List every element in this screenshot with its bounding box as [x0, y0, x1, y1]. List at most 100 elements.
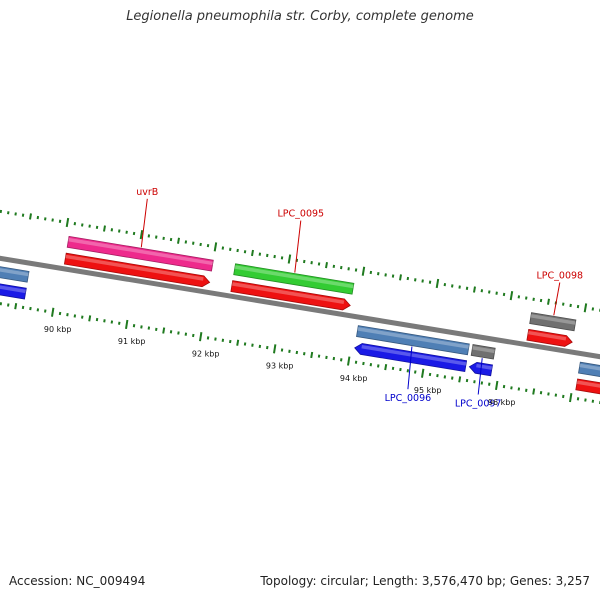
- feature-highlight: [0, 268, 29, 277]
- tick-mark: [525, 296, 528, 300]
- tick-mark: [29, 306, 32, 311]
- feature-track: [0, 235, 600, 397]
- tick-mark: [147, 326, 151, 330]
- tick-mark: [66, 313, 69, 317]
- gene-label-lpc_0097: LPC_0097: [455, 399, 502, 410]
- tick-mark: [303, 352, 306, 356]
- inner-cds-feature[interactable]: [63, 252, 211, 288]
- tick-mark: [525, 388, 528, 392]
- tick-mark: [213, 242, 218, 252]
- map-title: Legionella pneumophila str. Corby, compl…: [126, 9, 474, 24]
- tick-mark: [132, 231, 136, 236]
- gene-label-uvrb: uvrB: [136, 187, 158, 198]
- label-leader-line: [140, 198, 148, 248]
- lpc_0098-inner-gene-feature[interactable]: [529, 312, 577, 332]
- axis-tick-label: 90 kbp: [44, 325, 72, 334]
- outer-cds-feature[interactable]: [0, 275, 27, 300]
- tick-mark: [414, 370, 417, 374]
- tick-mark: [347, 267, 350, 271]
- tick-mark: [443, 375, 447, 379]
- tick-mark: [569, 393, 573, 403]
- tick-mark: [377, 364, 380, 368]
- tick-mark: [58, 311, 62, 316]
- tick-mark: [236, 339, 240, 346]
- tick-mark: [125, 319, 129, 330]
- tick-mark: [21, 305, 25, 310]
- tick-mark: [0, 302, 3, 306]
- tick-mark: [428, 280, 432, 284]
- tick-mark: [414, 278, 417, 282]
- tick-mark: [251, 249, 254, 257]
- uvrb-inner-gene-feature[interactable]: [66, 235, 214, 272]
- tick-mark: [354, 268, 358, 272]
- tick-mark: [435, 278, 440, 289]
- tick-mark: [361, 266, 366, 276]
- feature-highlight: [65, 254, 204, 281]
- tick-mark: [569, 303, 572, 308]
- tick-mark: [369, 270, 373, 275]
- tick-mark: [458, 285, 461, 289]
- tick-mark: [325, 355, 328, 360]
- tick-mark: [155, 235, 158, 239]
- tick-mark: [14, 212, 17, 216]
- tick-mark: [591, 399, 595, 403]
- tick-mark: [103, 319, 106, 323]
- tick-mark: [539, 298, 543, 303]
- tick-mark: [110, 320, 114, 324]
- tick-mark: [591, 307, 595, 311]
- tick-mark: [502, 292, 506, 297]
- tick-mark: [406, 369, 410, 373]
- tick-mark: [169, 237, 173, 242]
- tick-mark: [340, 265, 343, 270]
- tick-mark: [81, 315, 84, 319]
- tick-mark: [51, 307, 55, 317]
- tick-mark: [495, 380, 499, 391]
- inner-cds-feature[interactable]: [230, 280, 351, 311]
- label-leader-line: [553, 282, 561, 316]
- gene-labels: uvrB LPC_0095 LPC_0096 LPC_0097 LPC_0098: [136, 187, 583, 410]
- tick-mark: [95, 225, 99, 229]
- feature-highlight: [530, 314, 576, 325]
- gene-label-lpc_0098: LPC_0098: [537, 271, 584, 282]
- axis-tick-label: 95 kbp: [414, 386, 442, 395]
- lpc_0096-outer-gene-feature[interactable]: [356, 325, 470, 356]
- tick-mark: [118, 321, 121, 325]
- tick-mark: [532, 297, 535, 301]
- tick-mark: [436, 374, 439, 378]
- tick-mark: [310, 351, 314, 359]
- tick-mark: [399, 367, 402, 372]
- tick-mark: [169, 330, 173, 334]
- tick-mark: [295, 258, 299, 262]
- tick-mark: [280, 256, 284, 260]
- tick-mark: [317, 262, 321, 266]
- label-leader-line: [407, 346, 413, 390]
- outer-gene-feature[interactable]: [0, 258, 30, 283]
- tick-mark: [539, 391, 543, 395]
- label-leader-line: [477, 358, 483, 395]
- gene-label-lpc_0096: LPC_0096: [385, 393, 432, 404]
- feature-highlight: [579, 363, 600, 371]
- tick-mark: [258, 344, 262, 349]
- tick-mark: [88, 224, 91, 228]
- tick-mark: [29, 213, 32, 220]
- tick-mark: [295, 350, 299, 355]
- tick-mark: [140, 325, 143, 329]
- feature-highlight: [234, 265, 354, 289]
- feature-highlight: [576, 380, 600, 388]
- lpc_0097-outer-gene-feature[interactable]: [470, 344, 496, 360]
- tick-mark: [184, 240, 188, 244]
- feature-highlight: [472, 346, 495, 354]
- feature-highlight: [476, 363, 493, 370]
- tick-mark: [266, 345, 269, 350]
- tick-mark: [36, 308, 40, 312]
- outer-gene-feature[interactable]: [578, 361, 600, 380]
- tick-mark: [421, 368, 425, 378]
- inner-cds-feature[interactable]: [526, 328, 573, 347]
- tick-mark: [451, 376, 454, 380]
- tick-mark: [443, 283, 447, 287]
- tick-mark: [428, 372, 432, 377]
- lpc_0095-inner-gene-feature[interactable]: [233, 263, 355, 295]
- axis-tick-label: 91 kbp: [118, 337, 146, 346]
- tick-mark: [576, 304, 580, 309]
- outer-cds-feature[interactable]: [575, 378, 600, 397]
